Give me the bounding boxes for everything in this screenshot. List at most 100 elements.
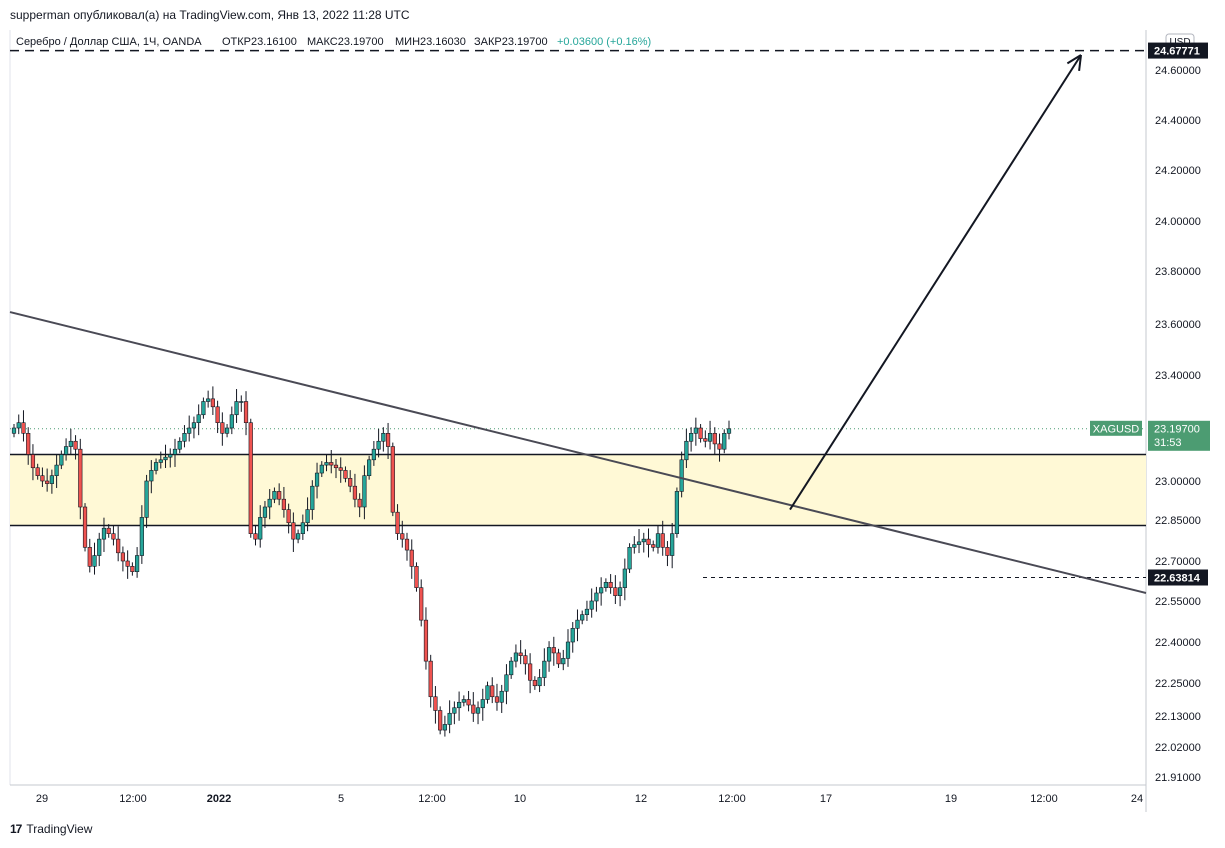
- candle-body: [693, 427, 698, 434]
- candle-body: [296, 533, 301, 540]
- candle-body: [513, 652, 519, 662]
- time-tick-label: 12: [635, 793, 647, 805]
- candle-body: [452, 707, 457, 714]
- candle-body: [404, 538, 410, 551]
- candle-body: [286, 509, 291, 524]
- candle-body: [689, 432, 694, 442]
- candle-body: [26, 432, 31, 455]
- candle-body: [215, 406, 220, 423]
- candle-body: [565, 641, 571, 659]
- candle-body: [106, 527, 111, 534]
- level-price-text: 24.67771: [1154, 46, 1200, 58]
- candle-body: [357, 498, 362, 508]
- candle-body: [722, 432, 727, 450]
- candle-body: [509, 660, 514, 676]
- candle-body: [608, 582, 613, 588]
- candle-body: [35, 467, 40, 476]
- candle-body: [438, 710, 443, 731]
- candle-body: [703, 438, 708, 442]
- candle-body: [575, 619, 580, 629]
- candle-body: [499, 690, 504, 703]
- time-tick-label: 10: [514, 793, 526, 805]
- candle-body: [243, 401, 249, 424]
- candle-body: [480, 699, 485, 709]
- candle-body: [660, 533, 665, 548]
- candle-body: [182, 432, 187, 442]
- candle-body: [371, 448, 376, 461]
- candle-body: [362, 475, 367, 508]
- candle-body: [11, 427, 17, 434]
- price-axis[interactable]: 24.60000 24.40000 24.20000 24.00000 23.80000…: [1155, 65, 1201, 784]
- candle-body: [163, 456, 168, 461]
- candle-body: [352, 485, 358, 500]
- candle-body: [333, 464, 339, 469]
- candle-body: [376, 440, 381, 450]
- price-tick-label: 22.40000: [1155, 637, 1201, 649]
- candle-body: [187, 427, 192, 434]
- candle-body: [490, 685, 495, 698]
- forecast-line[interactable]: [789, 54, 1082, 511]
- candle-body: [300, 522, 305, 534]
- candle-body: [248, 422, 253, 534]
- candle-body: [206, 398, 211, 402]
- candle-body: [670, 533, 675, 556]
- level-price-label: [1148, 569, 1208, 586]
- candle-body: [87, 547, 92, 567]
- candle-body: [589, 600, 594, 610]
- candle-body: [97, 538, 102, 556]
- candle-body: [196, 414, 201, 423]
- time-axis[interactable]: 29 12:00 2022 5 12:00 10 12 12:00 17 19 12:00 24: [36, 793, 1143, 805]
- candle-body: [201, 401, 206, 416]
- candle-body: [385, 432, 391, 447]
- candle-body: [651, 544, 656, 548]
- descending-trendline[interactable]: [9, 311, 1147, 594]
- candle-body: [78, 448, 83, 508]
- candle-body: [712, 432, 717, 445]
- level-price-label: [1148, 42, 1208, 59]
- candle-body: [168, 454, 173, 458]
- time-tick-label: 5: [338, 793, 344, 805]
- candle-body: [277, 491, 282, 500]
- candle-body: [622, 568, 627, 588]
- candle-body: [428, 660, 433, 698]
- candle-body: [234, 401, 239, 416]
- time-tick-label: 17: [820, 793, 832, 805]
- time-tick-label: 24: [1131, 793, 1143, 805]
- candle-body: [120, 552, 126, 562]
- time-tick-label: 2022: [207, 793, 231, 805]
- candle-body: [101, 527, 107, 540]
- candle-body: [594, 592, 599, 602]
- candle-body: [674, 491, 680, 534]
- candle-body: [381, 432, 386, 442]
- candle-body: [343, 470, 348, 479]
- candle-body: [414, 566, 419, 588]
- candle-body: [423, 619, 429, 662]
- candle-body: [584, 608, 590, 615]
- candle-body: [111, 533, 116, 540]
- price-tick-label: 23.60000: [1155, 319, 1201, 331]
- candle-body: [239, 401, 244, 403]
- candle-body: [267, 498, 272, 508]
- candle-body: [599, 587, 604, 594]
- candle-body: [338, 467, 343, 471]
- candle-body: [210, 398, 215, 408]
- candle-body: [30, 454, 36, 469]
- price-tick-label: 22.70000: [1155, 556, 1201, 568]
- candle-body: [542, 660, 547, 678]
- candle-body: [409, 549, 414, 567]
- symbol-tag: [1090, 420, 1142, 436]
- candle-body: [655, 533, 661, 548]
- candle-body: [281, 498, 287, 510]
- tradingview-brand[interactable]: 17 TradingView: [10, 822, 92, 836]
- candle-body: [556, 652, 561, 665]
- candle-body: [679, 459, 684, 492]
- time-tick-label: 19: [945, 793, 957, 805]
- tradingview-logo-icon: 17: [10, 822, 22, 836]
- candle-body: [580, 614, 585, 621]
- candle-body: [144, 480, 149, 518]
- candle-body: [314, 472, 320, 487]
- candle-body: [116, 538, 121, 554]
- candle-body: [419, 587, 424, 621]
- forecast-arrow[interactable]: [789, 54, 1082, 511]
